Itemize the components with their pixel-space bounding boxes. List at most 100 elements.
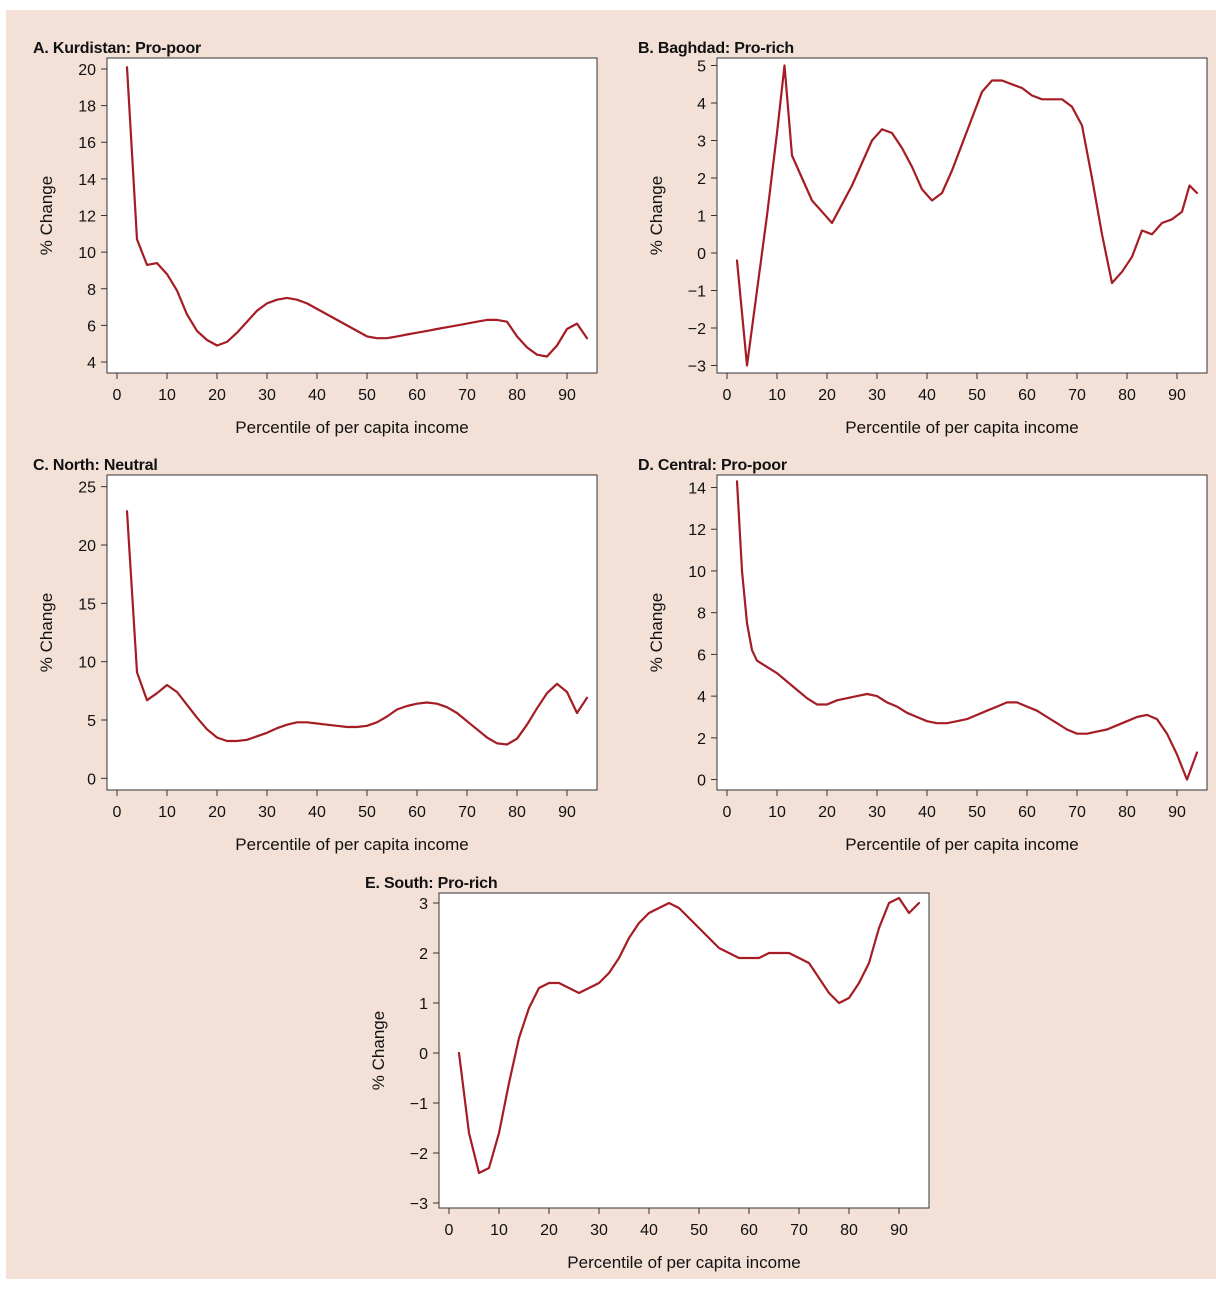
- y-tick-label: 0: [419, 1046, 428, 1063]
- x-tick-label: 20: [540, 1222, 558, 1239]
- panel-title: E. South: Pro-rich: [365, 875, 498, 892]
- x-tick-label: 80: [508, 387, 526, 404]
- y-tick-label: −3: [688, 359, 706, 376]
- x-tick-label: 50: [358, 387, 376, 404]
- y-tick-label: 16: [78, 135, 96, 152]
- x-tick-label: 10: [768, 387, 786, 404]
- x-tick-label: 80: [1118, 804, 1136, 821]
- x-tick-label: 40: [918, 804, 936, 821]
- x-tick-label: 80: [840, 1222, 858, 1239]
- y-tick-label: −2: [410, 1146, 428, 1163]
- x-tick-label: 20: [208, 387, 226, 404]
- y-tick-label: 0: [697, 246, 706, 263]
- x-tick-label: 60: [408, 387, 426, 404]
- series-line: [125, 510, 589, 746]
- y-tick-label: 20: [78, 538, 96, 555]
- x-tick-label: 90: [890, 1222, 908, 1239]
- x-tick-label: 0: [113, 387, 122, 404]
- y-tick-label: 1: [419, 996, 428, 1013]
- y-tick-label: 3: [419, 896, 428, 913]
- y-axis-label: % Change: [647, 176, 666, 255]
- series-line: [735, 64, 1199, 367]
- x-tick-label: 20: [208, 804, 226, 821]
- x-tick-label: 0: [723, 804, 732, 821]
- x-tick-label: 30: [258, 387, 276, 404]
- x-tick-label: 80: [1118, 387, 1136, 404]
- y-tick-label: 3: [697, 134, 706, 151]
- x-axis-label: Percentile of per capita income: [845, 418, 1078, 437]
- y-axis-label: % Change: [369, 1011, 388, 1090]
- y-tick-label: 2: [697, 731, 706, 748]
- y-tick-label: −2: [688, 321, 706, 338]
- x-tick-label: 80: [508, 804, 526, 821]
- x-axis-label: Percentile of per capita income: [235, 835, 468, 854]
- y-tick-label: 1: [697, 209, 706, 226]
- x-tick-label: 30: [868, 387, 886, 404]
- y-tick-label: −1: [410, 1096, 428, 1113]
- chart-central: 0 2 4 6 8 10 12 14 0 10 20 30 40 50 60 70 80 90 Percentile…: [647, 474, 1208, 854]
- plot-area: [106, 474, 598, 791]
- y-tick-label: 25: [78, 480, 96, 497]
- y-tick-label: 14: [688, 481, 706, 498]
- x-tick-label: 10: [158, 804, 176, 821]
- series-line: [125, 66, 589, 358]
- plot-area: [716, 57, 1208, 374]
- x-tick-label: 60: [740, 1222, 758, 1239]
- series-line: [457, 896, 921, 1175]
- series-line: [735, 480, 1199, 781]
- x-tick-label: 70: [1068, 387, 1086, 404]
- y-tick-label: 10: [688, 564, 706, 581]
- y-tick-label: −1: [688, 284, 706, 301]
- x-tick-label: 10: [158, 387, 176, 404]
- y-tick-label: 10: [78, 655, 96, 672]
- x-tick-label: 50: [968, 387, 986, 404]
- x-tick-label: 40: [308, 804, 326, 821]
- x-tick-label: 0: [445, 1222, 454, 1239]
- x-tick-label: 30: [590, 1222, 608, 1239]
- y-tick-label: 18: [78, 99, 96, 116]
- y-tick-label: 8: [87, 282, 96, 299]
- y-tick-label: 10: [78, 245, 96, 262]
- plot-area: [106, 57, 598, 374]
- y-tick-label: 0: [697, 773, 706, 790]
- y-tick-label: −3: [410, 1196, 428, 1213]
- x-tick-label: 40: [308, 387, 326, 404]
- x-tick-label: 30: [258, 804, 276, 821]
- x-tick-label: 70: [458, 804, 476, 821]
- x-axis-label: Percentile of per capita income: [567, 1253, 800, 1272]
- y-tick-label: 6: [697, 647, 706, 664]
- x-tick-label: 90: [558, 804, 576, 821]
- y-tick-label: 20: [78, 62, 96, 79]
- x-tick-label: 90: [1168, 804, 1186, 821]
- y-axis-label: % Change: [647, 593, 666, 672]
- x-tick-label: 40: [640, 1222, 658, 1239]
- x-tick-label: 20: [818, 804, 836, 821]
- x-tick-label: 60: [1018, 804, 1036, 821]
- plot-area: [438, 892, 930, 1209]
- y-tick-label: 15: [78, 596, 96, 613]
- x-tick-label: 60: [1018, 387, 1036, 404]
- chart-kurdistan: 4 6 8 10 12 14 16 18 20 0 10 20 30 40 50 60 70 80 90 Percen…: [37, 57, 598, 437]
- y-tick-label: 4: [697, 689, 706, 706]
- x-tick-label: 50: [358, 804, 376, 821]
- y-tick-label: 4: [87, 355, 96, 372]
- x-tick-label: 90: [558, 387, 576, 404]
- x-tick-label: 50: [968, 804, 986, 821]
- panel-title: D. Central: Pro-poor: [638, 457, 787, 474]
- y-axis-label: % Change: [37, 593, 56, 672]
- x-tick-label: 0: [113, 804, 122, 821]
- panel-title: C. North: Neutral: [33, 457, 158, 474]
- y-tick-label: 4: [697, 96, 706, 113]
- y-tick-label: 5: [87, 713, 96, 730]
- y-tick-label: 0: [87, 771, 96, 788]
- y-tick-label: 12: [688, 522, 706, 539]
- panel-title: B. Baghdad: Pro-rich: [638, 40, 795, 57]
- x-tick-label: 30: [868, 804, 886, 821]
- x-tick-label: 70: [1068, 804, 1086, 821]
- chart-north: 0 5 10 15 20 25 0 10 20 30 40 50 60 70 80 90 Percentile …: [37, 474, 598, 854]
- panel-title: A. Kurdistan: Pro-poor: [33, 40, 202, 57]
- x-tick-label: 60: [408, 804, 426, 821]
- x-axis-label: Percentile of per capita income: [845, 835, 1078, 854]
